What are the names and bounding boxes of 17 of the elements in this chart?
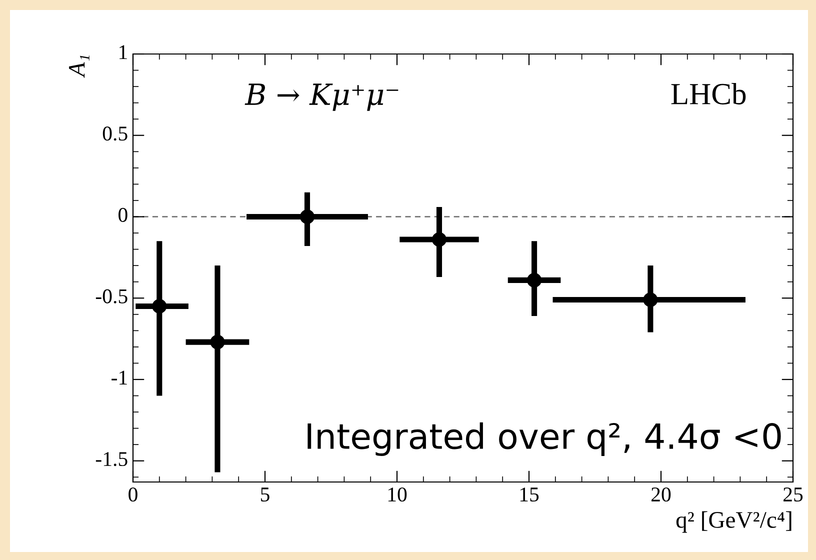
annotation: LHCb [671, 82, 746, 104]
x-tick-label: 25 [784, 488, 803, 502]
annotation: B → Kμ⁺μ⁻ [244, 84, 398, 111]
y-tick-label: 1 [120, 45, 127, 60]
x-tick-label: 5 [261, 488, 270, 502]
x-axis-title: q² [GeV²/c⁴] [676, 511, 792, 533]
y-tick-label: 0 [118, 208, 128, 222]
x-tick-label: 10 [388, 487, 407, 502]
y-tick-label: -1.5 [96, 452, 128, 466]
y-tick-label: -1 [112, 370, 127, 384]
x-tick-label: 0 [128, 487, 138, 502]
x-tick-label: 15 [520, 488, 539, 502]
y-tick-label: 0.5 [102, 126, 128, 141]
y-axis-title: A₁ [68, 56, 90, 78]
annotation: Integrated over q², 4.4σ <0 [308, 422, 781, 456]
x-tick-label: 20 [652, 487, 671, 502]
y-tick-label: -0.5 [96, 289, 128, 304]
